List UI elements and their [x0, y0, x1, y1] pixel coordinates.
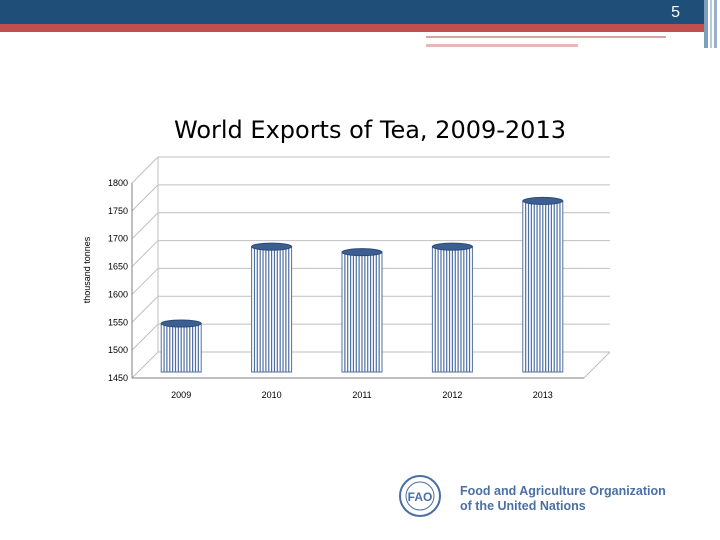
y-tick-label: 1750	[108, 206, 128, 216]
bar-top	[431, 242, 473, 251]
gridline-side	[131, 268, 159, 295]
x-tick-label: 2010	[262, 390, 282, 400]
organization-name: Food and Agriculture Organization of the…	[460, 484, 666, 514]
x-tick-label: 2013	[533, 390, 553, 400]
gridline-side	[131, 212, 159, 240]
y-tick-label: 1650	[108, 262, 128, 272]
y-tick-label: 1550	[108, 317, 128, 327]
floor-edge	[583, 351, 611, 379]
bar-top	[251, 242, 293, 251]
y-tick-label: 1800	[108, 178, 128, 188]
organization-name-line2: of the United Nations	[460, 499, 586, 513]
gridline-side	[131, 295, 159, 323]
bar-2010	[251, 242, 293, 373]
y-tick-label: 1700	[108, 234, 128, 244]
y-tick-label: 1500	[108, 345, 128, 355]
corner-stripe	[710, 0, 712, 48]
fao-logo-icon: FAO	[399, 475, 441, 517]
y-axis-label: thousand tonnes	[82, 236, 92, 303]
x-tick-label: 2012	[442, 390, 462, 400]
corner-stripe	[714, 0, 717, 48]
gridline-side	[131, 156, 159, 184]
corner-stripe	[704, 0, 708, 48]
organization-name-line1: Food and Agriculture Organization	[460, 484, 666, 498]
y-tick-label: 1450	[108, 373, 128, 383]
bar-2011	[341, 248, 383, 373]
gridline-side	[131, 240, 159, 267]
gridline-side	[131, 351, 159, 379]
top-banner: 5	[0, 0, 704, 24]
bar-top	[341, 248, 383, 257]
accent-line-short	[426, 44, 578, 47]
x-tick-label: 2011	[352, 390, 371, 400]
gridline-side	[131, 323, 159, 351]
bar-top	[522, 196, 564, 205]
bar-top	[160, 319, 202, 328]
bar-2012	[431, 242, 473, 373]
chart-title: World Exports of Tea, 2009-2013	[174, 116, 566, 144]
accent-bar	[0, 24, 704, 32]
page-number: 5	[671, 4, 680, 21]
bar-2013	[522, 196, 564, 373]
svg-text:FAO: FAO	[408, 490, 433, 504]
y-tick-label: 1600	[108, 289, 128, 299]
x-tick-label: 2009	[171, 390, 191, 400]
bar-2009	[160, 319, 202, 373]
accent-line	[426, 36, 666, 38]
gridline-side	[131, 184, 159, 212]
